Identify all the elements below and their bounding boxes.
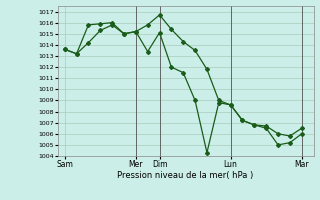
- X-axis label: Pression niveau de la mer( hPa ): Pression niveau de la mer( hPa ): [117, 171, 254, 180]
